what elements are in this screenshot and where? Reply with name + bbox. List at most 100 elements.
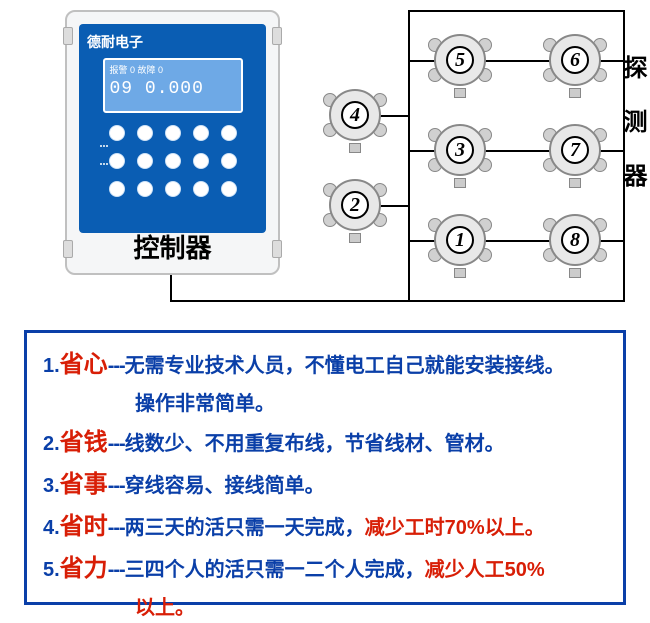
benefit-item: 1.省心---无需专业技术人员，不懂电工自己就能安装接线。 <box>43 347 607 383</box>
detector-body: 2 <box>329 179 381 231</box>
brand-label: 德耐电子 <box>87 32 258 52</box>
wire <box>170 300 410 302</box>
button-row-2 <box>87 153 258 169</box>
panel-button <box>221 153 237 169</box>
detector-stem <box>454 268 466 278</box>
wire <box>170 275 172 300</box>
detector-number: 6 <box>561 46 589 74</box>
wire <box>485 150 550 152</box>
panel-button <box>221 181 237 197</box>
benefit-dash: --- <box>108 433 125 455</box>
detector-node: 2 <box>325 175 385 235</box>
benefit-keyword: 省力 <box>60 555 108 582</box>
lcd-status: 报警 0 故障 0 <box>105 60 241 79</box>
panel-button <box>193 125 209 141</box>
button-row-3 <box>87 181 258 197</box>
detector-body: 3 <box>434 124 486 176</box>
benefit-highlight: 减少人工50% <box>425 559 545 581</box>
benefit-item: 5.省力---三四个人的活只需一二个人完成，减少人工50% <box>43 551 607 587</box>
detector-stem <box>349 143 361 153</box>
detector-body: 8 <box>549 214 601 266</box>
detector-node: 6 <box>545 30 605 90</box>
hinge <box>63 27 73 45</box>
benefit-text: 三四个人的活只需一二个人完成， <box>125 559 425 581</box>
benefit-dash: --- <box>108 475 125 497</box>
panel-button <box>165 125 181 141</box>
panel-button <box>137 153 153 169</box>
detector-body: 7 <box>549 124 601 176</box>
panel-button <box>109 181 125 197</box>
detector-body: 6 <box>549 34 601 86</box>
panel-button <box>165 153 181 169</box>
detector-stem <box>454 88 466 98</box>
speaker-grille <box>99 134 113 148</box>
benefit-number: 3. <box>43 475 60 497</box>
benefits-list: 1.省心---无需专业技术人员，不懂电工自己就能安装接线。操作非常简单。2.省钱… <box>43 347 607 623</box>
detector-body: 5 <box>434 34 486 86</box>
benefit-dash: --- <box>108 355 125 377</box>
benefit-keyword: 省时 <box>60 513 108 540</box>
benefit-number: 2. <box>43 433 60 455</box>
detector-stem <box>349 233 361 243</box>
detector-number: 5 <box>446 46 474 74</box>
panel-button <box>193 153 209 169</box>
benefit-item: 2.省钱---线数少、不用重复布线，节省线材、管材。 <box>43 425 607 461</box>
wire <box>408 300 625 302</box>
hinge <box>272 27 282 45</box>
detector-body: 1 <box>434 214 486 266</box>
controller-panel: 德耐电子 报警 0 故障 0 09 0.000 <box>79 24 266 233</box>
controller-label: 控制器 <box>67 228 278 265</box>
benefit-item-cont: 操作非常简单。 <box>43 389 607 419</box>
benefit-number: 5. <box>43 559 60 581</box>
wire <box>485 240 550 242</box>
detector-number: 2 <box>341 191 369 219</box>
detector-number: 3 <box>446 136 474 164</box>
benefit-dash: --- <box>108 559 125 581</box>
benefit-keyword: 省事 <box>60 471 108 498</box>
benefit-item: 4.省时---两三天的活只需一天完成，减少工时70%以上。 <box>43 509 607 545</box>
wire <box>485 60 550 62</box>
panel-button <box>137 181 153 197</box>
wiring-diagram: 德耐电子 报警 0 故障 0 09 0.000 <box>0 0 650 310</box>
wire <box>408 10 623 12</box>
benefit-item: 3.省事---穿线容易、接线简单。 <box>43 467 607 503</box>
detector-group-label: 探测器 <box>615 55 650 217</box>
detector-stem <box>454 178 466 188</box>
detector-stem <box>569 88 581 98</box>
lcd-screen: 报警 0 故障 0 09 0.000 <box>103 58 243 113</box>
detector-node: 3 <box>430 120 490 180</box>
detector-node: 1 <box>430 210 490 270</box>
detector-number: 7 <box>561 136 589 164</box>
benefit-text: 无需专业技术人员，不懂电工自己就能安装接线。 <box>125 355 565 377</box>
benefit-keyword: 省心 <box>60 351 108 378</box>
detector-node: 7 <box>545 120 605 180</box>
panel-button <box>193 181 209 197</box>
detector-node: 8 <box>545 210 605 270</box>
panel-button <box>221 125 237 141</box>
detector-body: 4 <box>329 89 381 141</box>
detector-node: 4 <box>325 85 385 145</box>
benefit-number: 4. <box>43 517 60 539</box>
benefit-text: 操作非常简单。 <box>135 393 275 415</box>
benefit-number: 1. <box>43 355 60 377</box>
detector-number: 4 <box>341 101 369 129</box>
benefit-text: 线数少、不用重复布线，节省线材、管材。 <box>125 433 505 455</box>
detector-node: 5 <box>430 30 490 90</box>
benefit-text: 穿线容易、接线简单。 <box>125 475 325 497</box>
benefit-item-cont: 以上。 <box>43 593 607 623</box>
panel-button <box>165 181 181 197</box>
benefit-keyword: 省钱 <box>60 429 108 456</box>
wire <box>408 10 410 302</box>
benefits-box: 1.省心---无需专业技术人员，不懂电工自己就能安装接线。操作非常简单。2.省钱… <box>24 330 626 605</box>
benefit-dash: --- <box>108 517 125 539</box>
benefit-highlight: 以上。 <box>135 597 195 619</box>
detector-number: 8 <box>561 226 589 254</box>
benefit-text: 两三天的活只需一天完成， <box>125 517 365 539</box>
detector-stem <box>569 268 581 278</box>
panel-button <box>137 125 153 141</box>
detector-number: 1 <box>446 226 474 254</box>
benefit-highlight: 减少工时70%以上。 <box>365 517 545 539</box>
detector-stem <box>569 178 581 188</box>
controller-unit: 德耐电子 报警 0 故障 0 09 0.000 <box>65 10 280 275</box>
panel-button <box>109 153 125 169</box>
